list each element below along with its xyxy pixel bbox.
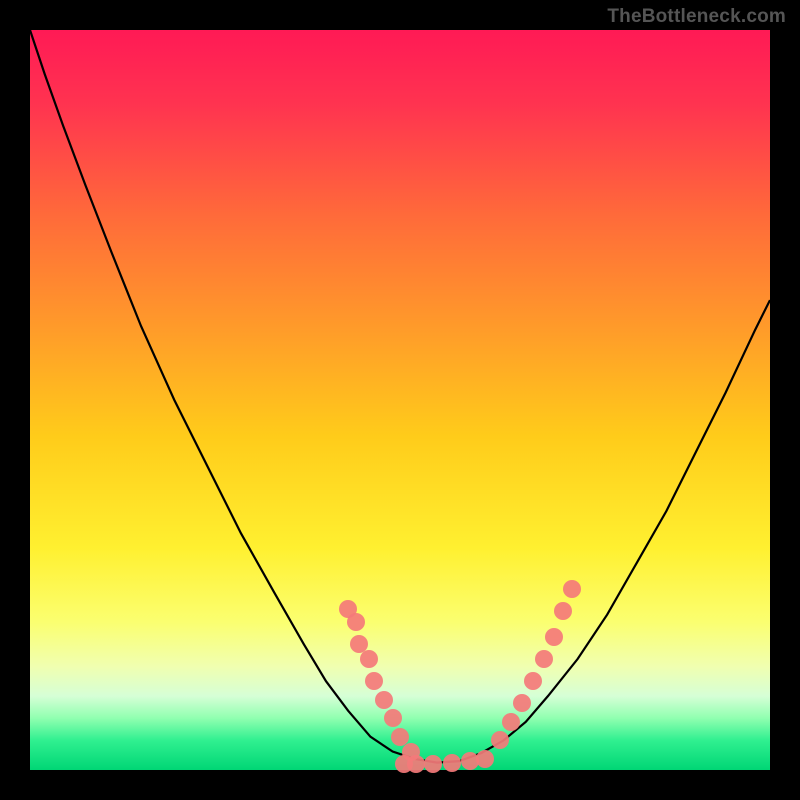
data-marker xyxy=(443,754,461,772)
bottleneck-curve xyxy=(30,30,770,770)
data-marker xyxy=(491,731,509,749)
data-marker xyxy=(524,672,542,690)
plot-area xyxy=(30,30,770,770)
data-marker xyxy=(563,580,581,598)
data-marker xyxy=(513,694,531,712)
gradient-background xyxy=(30,30,770,770)
data-marker xyxy=(347,613,365,631)
watermark-text: TheBottleneck.com xyxy=(607,6,786,28)
data-marker xyxy=(554,602,572,620)
data-marker xyxy=(502,713,520,731)
data-marker xyxy=(476,750,494,768)
data-marker xyxy=(407,755,425,773)
data-marker xyxy=(375,691,393,709)
chart-root: TheBottleneck.com xyxy=(0,0,800,800)
data-marker xyxy=(545,628,563,646)
data-marker xyxy=(384,709,402,727)
data-marker xyxy=(535,650,553,668)
data-marker xyxy=(424,755,442,773)
data-marker xyxy=(360,650,378,668)
data-marker xyxy=(365,672,383,690)
plot-frame xyxy=(30,30,770,770)
